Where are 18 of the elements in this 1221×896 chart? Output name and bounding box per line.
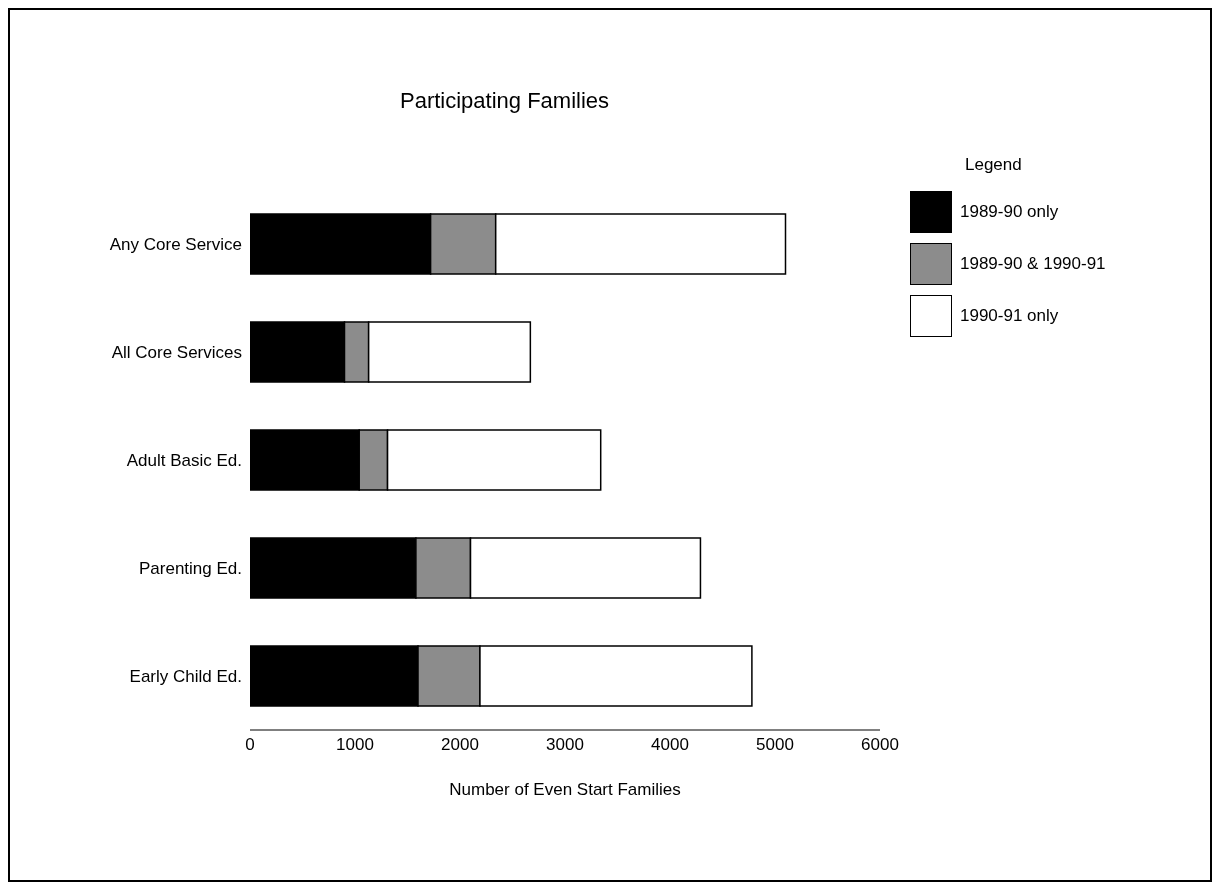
x-tick-label: 2000 <box>441 735 479 755</box>
y-tick-label: Any Core Service <box>109 235 242 255</box>
y-tick-label: Adult Basic Ed. <box>126 451 242 471</box>
x-tick-label: 5000 <box>756 735 794 755</box>
y-tick-label: All Core Services <box>111 343 242 363</box>
legend-title: Legend <box>965 155 1023 175</box>
y-tick-label: Parenting Ed. <box>138 559 242 579</box>
text: 1989-90 & 1990-91 <box>960 254 1106 274</box>
x-tick-label: 1000 <box>336 735 374 755</box>
x-tick-label: 0 <box>245 735 255 755</box>
x-axis-title: Number of Even Start Families <box>449 780 681 799</box>
x-tick-label: 4000 <box>651 735 689 755</box>
y-tick-label: Early Child Ed. <box>129 667 242 687</box>
text: 1989-90 only <box>960 202 1059 222</box>
text: 1990-91 only <box>960 306 1059 326</box>
chart-title: Participating Families <box>400 88 610 114</box>
x-tick-label: 3000 <box>546 735 584 755</box>
x-tick-label: 6000 <box>861 735 899 755</box>
